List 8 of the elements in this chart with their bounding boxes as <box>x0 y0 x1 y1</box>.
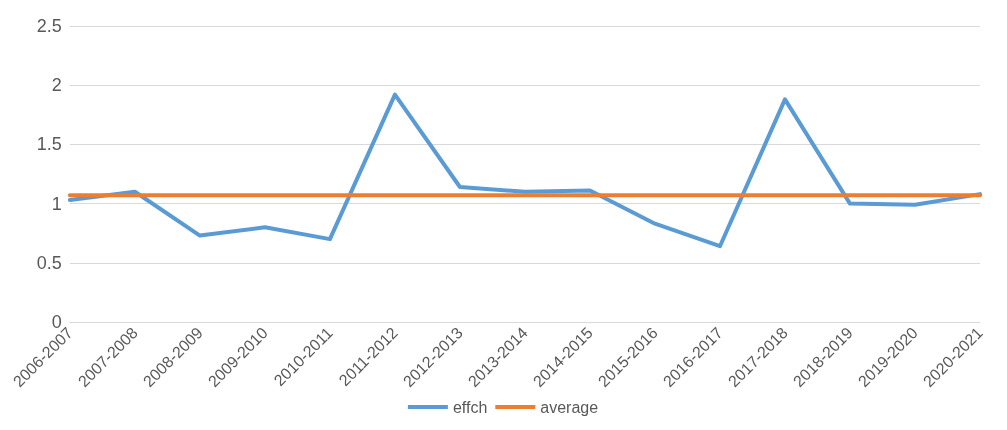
line-series <box>67 92 982 249</box>
y-tick-label: 1.5 <box>36 134 62 155</box>
y-tick-label: 0.5 <box>36 252 62 273</box>
y-tick-label: 1 <box>51 193 62 214</box>
y-tick-label: 2.5 <box>36 16 62 36</box>
legend-label: effch <box>452 398 488 416</box>
y-tick-label: 2 <box>51 75 62 96</box>
legend-label: average <box>540 398 599 416</box>
